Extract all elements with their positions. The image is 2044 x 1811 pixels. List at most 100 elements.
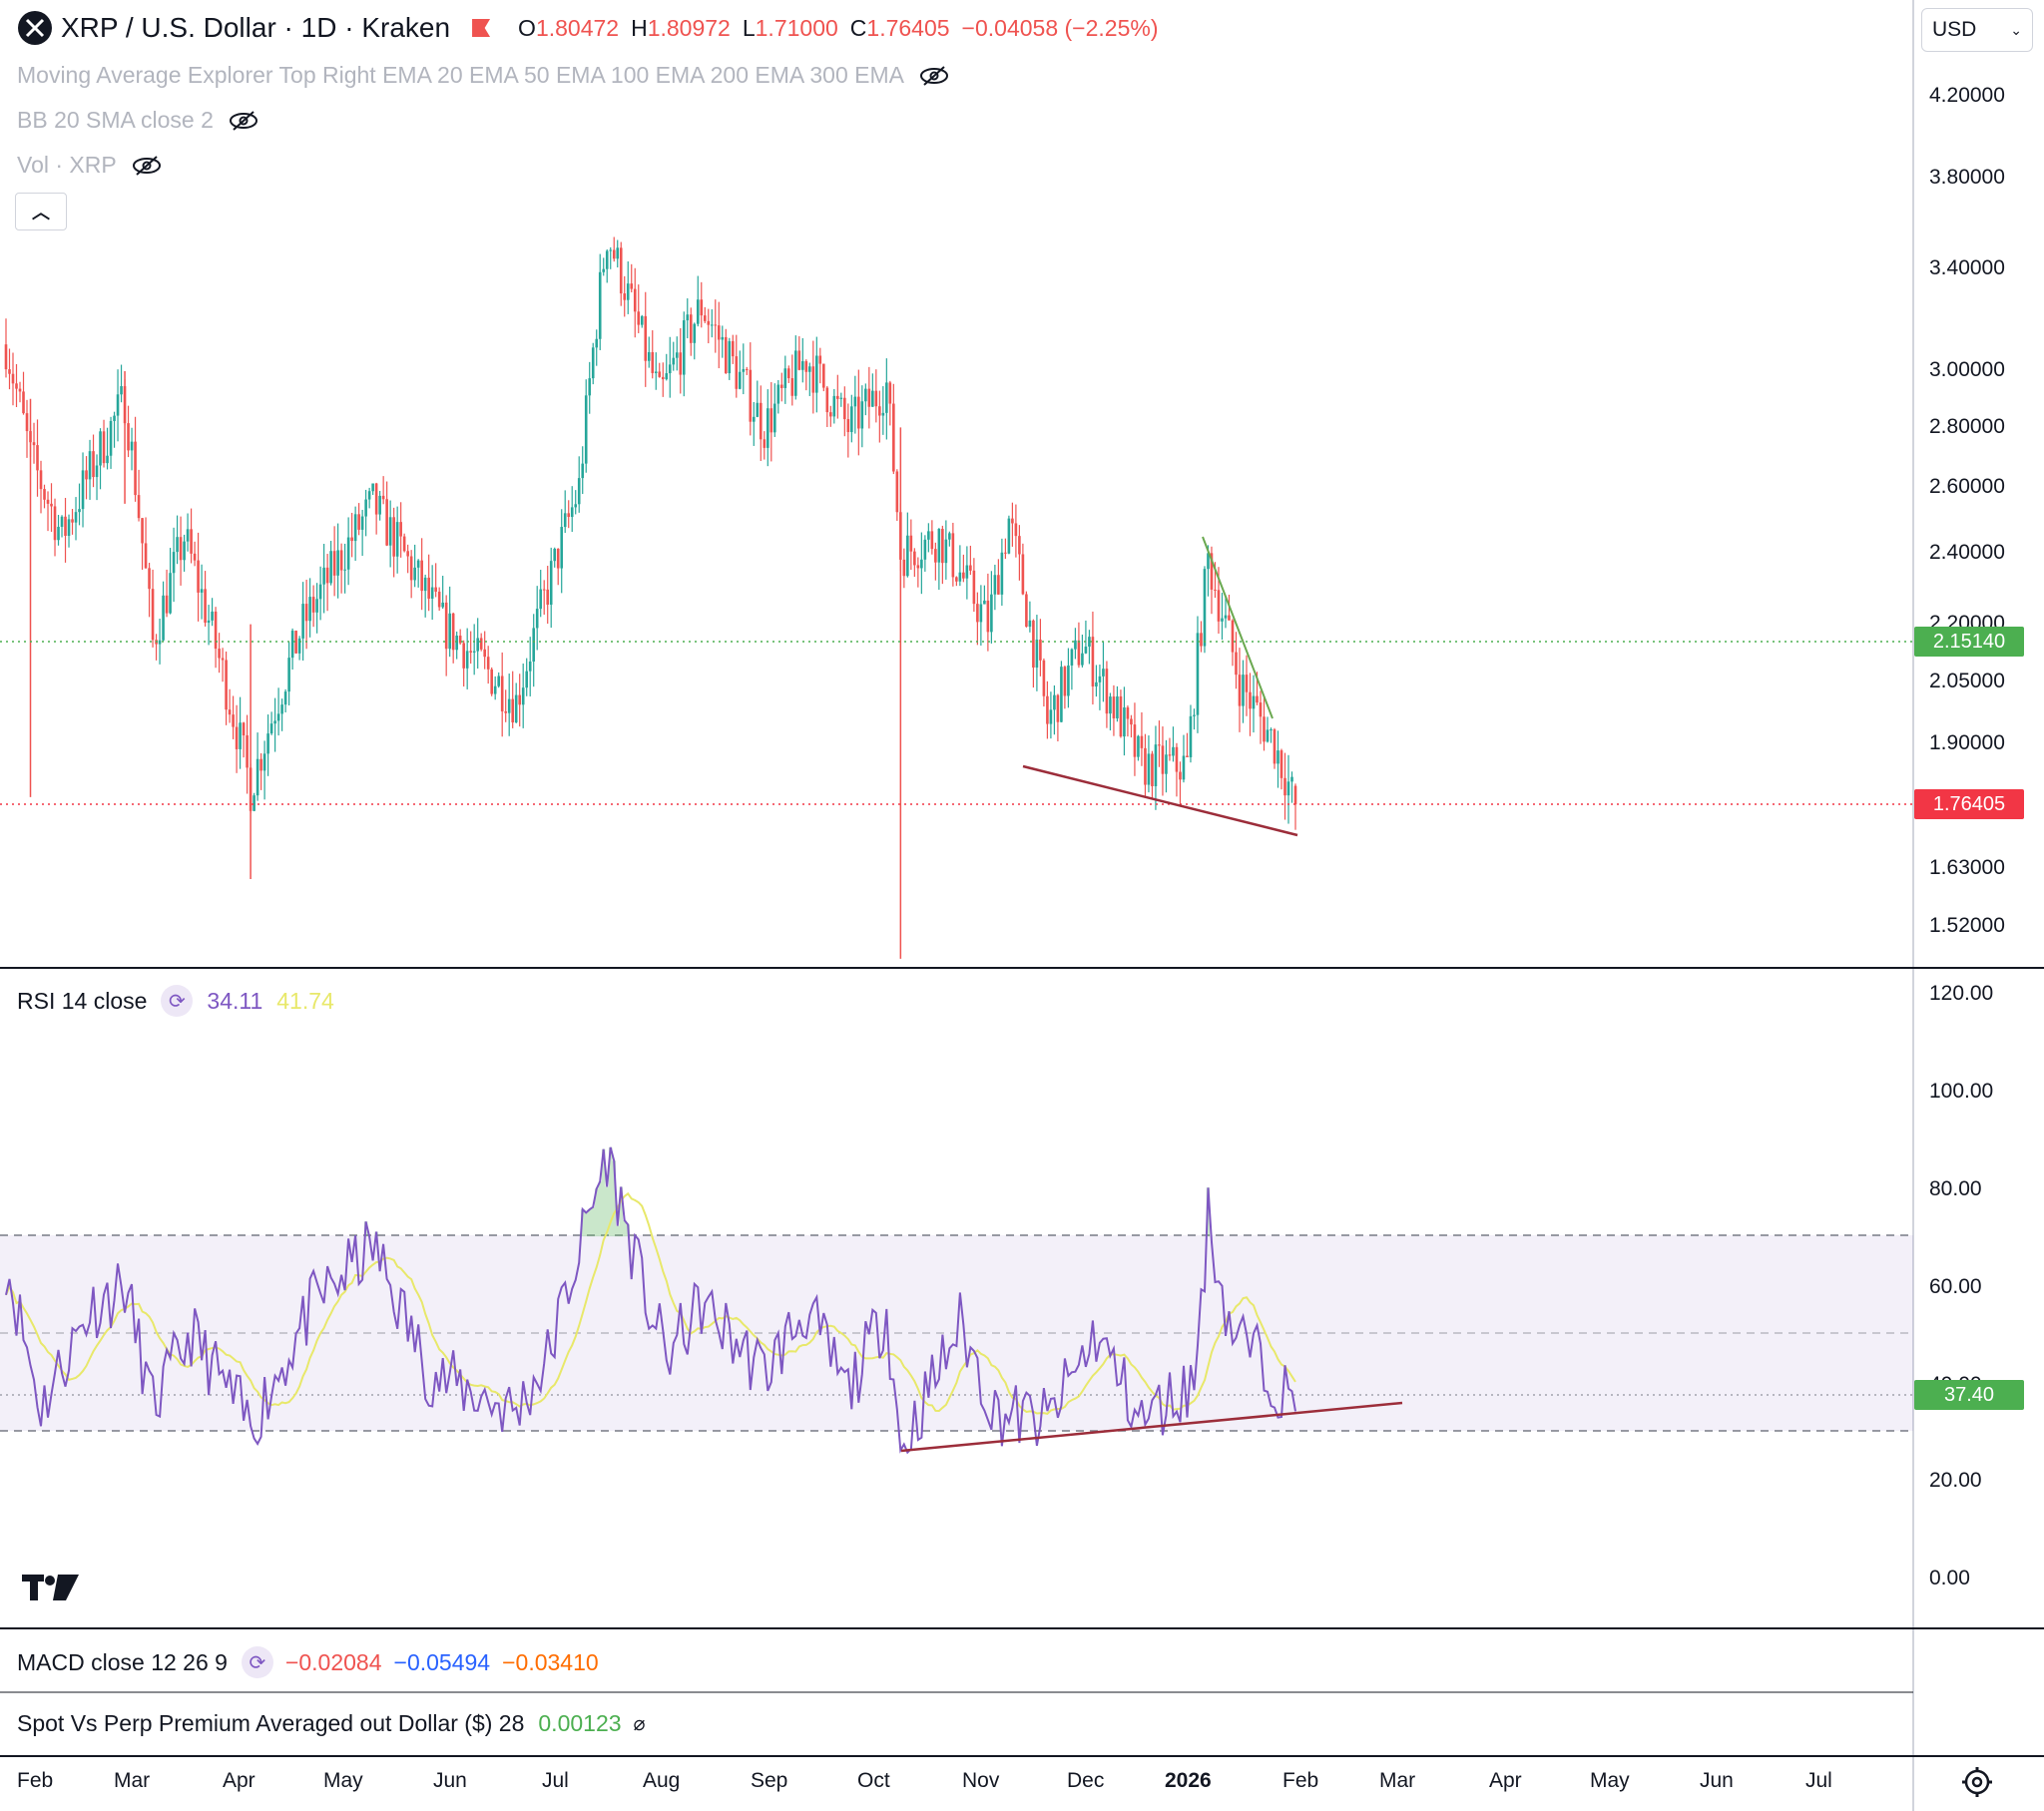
candle-body [832, 395, 836, 417]
candle-body [811, 366, 815, 393]
candle-body [8, 369, 11, 374]
candle-body [923, 539, 927, 560]
candle-body [623, 293, 627, 300]
candle-body [1182, 755, 1186, 780]
candle-body [360, 516, 364, 530]
hidden-icon[interactable]: ⌀ [633, 1713, 646, 1735]
candle-body [1130, 718, 1133, 725]
candle-body [934, 549, 937, 563]
candle-body [228, 709, 232, 715]
collapse-legend-button[interactable]: ︿ [15, 193, 67, 230]
candle-body [668, 364, 672, 374]
candle-body [581, 463, 585, 479]
tradingview-logo-icon [22, 1575, 79, 1600]
candle-body [672, 357, 676, 365]
candle-body [871, 390, 874, 407]
candle-body [1021, 554, 1025, 595]
candle-body [315, 599, 318, 613]
bb-legend[interactable]: BB 20 SMA close 2 [17, 107, 259, 134]
candle-body [1046, 695, 1049, 724]
candle-body [25, 413, 29, 432]
candle-body [427, 577, 430, 599]
ma-explorer-legend[interactable]: Moving Average Explorer Top Right EMA 20… [17, 62, 950, 89]
candle-body [448, 613, 451, 650]
candle-body [39, 470, 43, 490]
candle-body [1151, 753, 1154, 786]
candle-body [759, 402, 763, 440]
candle-body [67, 519, 71, 536]
candle-body [1035, 640, 1039, 669]
candle-body [605, 250, 609, 269]
candle-body [976, 604, 979, 623]
eye-off-icon[interactable] [918, 64, 950, 88]
candle-body [549, 561, 553, 605]
market-status-icon [472, 19, 491, 37]
candle-body [437, 591, 441, 608]
currency-select[interactable]: USD ⌄ [1921, 8, 2033, 52]
candle-body [1293, 785, 1297, 805]
candle-body [553, 548, 557, 562]
candle-body [937, 529, 941, 563]
candle-body [273, 720, 276, 724]
refresh-icon[interactable]: ⟳ [241, 1646, 273, 1678]
candle-body [1144, 747, 1147, 785]
symbol-legend[interactable]: XRP / U.S. Dollar · 1D · Kraken O1.80472… [17, 10, 1158, 46]
candle-body [874, 390, 878, 407]
candle-body [1161, 745, 1165, 774]
macd-legend[interactable]: MACD close 12 26 9 ⟳ −0.02084 −0.05494 −… [17, 1646, 599, 1678]
candle-body [304, 604, 308, 622]
candle-body [644, 315, 648, 361]
eye-off-icon[interactable] [228, 109, 259, 133]
candle-body [1217, 590, 1221, 622]
candle-body [346, 537, 350, 570]
candle-body [50, 503, 53, 507]
vol-legend[interactable]: Vol · XRP [17, 152, 163, 179]
time-tick: Sep [751, 1769, 788, 1792]
candle-body [1290, 776, 1293, 782]
time-tick: Feb [17, 1769, 54, 1792]
candle-body [1277, 750, 1279, 764]
candle-body [239, 722, 242, 749]
candle-body [1235, 652, 1238, 676]
rsi-tick: 120.00 [1929, 982, 1994, 1005]
candle-body [1000, 552, 1004, 595]
candle-body [190, 529, 193, 554]
candle-body [927, 531, 930, 540]
candle-body [1014, 523, 1018, 537]
candle-body [972, 570, 976, 605]
premium-legend[interactable]: Spot Vs Perp Premium Averaged out Dollar… [17, 1710, 646, 1737]
candle-body [325, 567, 329, 584]
candle-body [423, 577, 427, 592]
macd-value-3: −0.03410 [502, 1648, 599, 1675]
candle-body [162, 595, 165, 641]
macd-label: MACD close 12 26 9 [17, 1648, 228, 1675]
price-tick: 4.20000 [1929, 84, 2005, 107]
candle-body [1042, 660, 1046, 696]
candle-body [1200, 633, 1203, 647]
candle-body [591, 347, 595, 379]
candle-body [1095, 681, 1098, 687]
candle-body [1154, 744, 1158, 786]
candle-body [378, 495, 381, 515]
candle-body [204, 589, 207, 624]
candle-body [906, 535, 909, 577]
eye-off-icon[interactable] [131, 154, 163, 178]
candle-body [120, 386, 123, 395]
candle-body [511, 698, 514, 723]
rsi-legend[interactable]: RSI 14 close ⟳ 34.11 41.74 [17, 985, 334, 1017]
candle-body [395, 522, 399, 557]
refresh-icon[interactable]: ⟳ [161, 985, 194, 1017]
candle-body [350, 537, 353, 542]
green-price-badge: 2.15140 [1914, 627, 2024, 657]
candle-body [22, 391, 25, 414]
candle-body [211, 611, 214, 621]
candle-body [1126, 707, 1130, 719]
time-tick: Jul [1805, 1769, 1832, 1792]
candle-body [574, 504, 578, 508]
candle-body [647, 351, 651, 361]
candle-body [290, 631, 294, 659]
candle-body [455, 636, 458, 651]
candle-body [99, 431, 102, 466]
candle-body [109, 420, 113, 456]
